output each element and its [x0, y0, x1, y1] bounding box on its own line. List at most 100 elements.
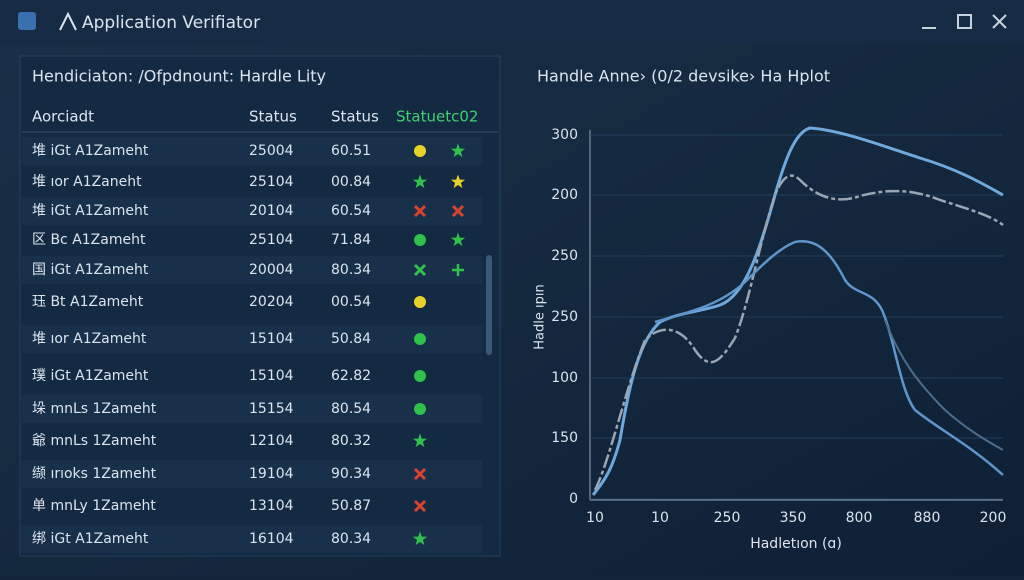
- status-dot: [414, 403, 426, 415]
- table-cell: 50.84: [331, 331, 371, 347]
- status-dot: [414, 333, 426, 345]
- table-cell: 20104: [249, 203, 294, 219]
- table-cell: 璞 iGt A1Zameht: [32, 368, 149, 384]
- status-dot: [414, 145, 426, 157]
- status-cross: [451, 204, 465, 218]
- table-row: [22, 325, 482, 353]
- table-cell: 80.54: [331, 401, 371, 417]
- column-header: Status: [249, 108, 297, 126]
- table-cell: 19104: [249, 466, 294, 482]
- table-cell: 堆 iGt A1Zameht: [32, 203, 149, 219]
- plot: Handle Anne› (0/2 devsike› Ha Hplot Hadl…: [533, 67, 1007, 553]
- table-cell: 堆 iGt A1Zameht: [32, 143, 149, 159]
- table-row: [22, 137, 482, 165]
- table-row: [22, 288, 482, 316]
- table-row: [22, 168, 482, 196]
- x-tick-label: 800: [846, 510, 873, 526]
- x-tick-label: 200: [980, 510, 1007, 526]
- x-tick-label: 10: [651, 510, 669, 526]
- table-cell: 堆 ıor A1Zaneht: [32, 174, 142, 190]
- status-star: [412, 174, 428, 189]
- y-tick-label: 300: [551, 127, 578, 143]
- curve: [593, 174, 1004, 491]
- table-cell: 00.54: [331, 294, 371, 310]
- table-cell: 80.32: [331, 433, 371, 449]
- table-cell: 00.84: [331, 174, 371, 190]
- table-cell: 20204: [249, 294, 294, 310]
- table-cell: 25004: [249, 143, 294, 159]
- table-cell: 60.51: [331, 143, 371, 159]
- table-cell: 绑 iGt A1Zameht: [32, 531, 149, 547]
- status-star: [412, 531, 428, 546]
- curve: [591, 126, 1004, 496]
- column-header: Statuetc02: [396, 108, 478, 126]
- scrollbar[interactable]: [486, 255, 492, 355]
- y-tick-label: 200: [551, 187, 578, 203]
- table-row: [22, 427, 482, 455]
- table-cell: 25104: [249, 174, 294, 190]
- plot-title: Handle Anne› (0/2 devsike› Ha Hplot: [537, 67, 830, 86]
- table-row: [22, 395, 482, 423]
- x-axis-label: Hadletıon (ɑ): [750, 536, 842, 552]
- status-cross: [413, 499, 427, 513]
- table-row: [22, 256, 482, 284]
- table-cell: 12104: [249, 433, 294, 449]
- table-row: [22, 197, 482, 225]
- y-tick-label: 250: [551, 309, 578, 325]
- table-row: [22, 525, 482, 553]
- table-cell: 80.34: [331, 531, 371, 547]
- table-heading: Hendiciaton: /Ofpdnount: Hardle Lity: [32, 67, 326, 86]
- status-dot: [414, 370, 426, 382]
- status-cross: [413, 204, 427, 218]
- table-cell: 90.34: [331, 466, 371, 482]
- x-tick-label: 350: [780, 510, 807, 526]
- close-button[interactable]: [992, 14, 1007, 29]
- table-cell: 15154: [249, 401, 294, 417]
- curve: [654, 240, 1004, 476]
- status-star: [450, 143, 466, 158]
- table-cell: 15104: [249, 331, 294, 347]
- status-star: [412, 433, 428, 448]
- table-cell: 区 Bc A1Zameht: [32, 232, 146, 248]
- table-cell: 16104: [249, 531, 294, 547]
- table-row: [22, 460, 482, 488]
- status-star: [450, 232, 466, 247]
- x-tick-label: 880: [914, 510, 941, 526]
- y-tick-label: 250: [551, 248, 578, 264]
- table-cell: 垛 mnLs 1Zameht: [32, 401, 157, 417]
- table-cell: 珏 Bt A1Zameht: [32, 294, 144, 310]
- status-cross: [413, 467, 427, 481]
- table-cell: 25104: [249, 232, 294, 248]
- column-header: Aorciadt: [32, 108, 94, 126]
- table-row: [22, 492, 482, 520]
- status-star: [450, 174, 466, 189]
- status-cross: [413, 263, 427, 277]
- table-cell: 国 iGt A1Zameht: [32, 262, 149, 278]
- title-bar: [0, 0, 1024, 44]
- y-tick-label: 150: [551, 430, 578, 446]
- maximize-button[interactable]: [957, 14, 972, 29]
- y-axis-label: Hadle ıpın: [533, 284, 548, 349]
- app-icon: [18, 12, 36, 30]
- table-row: [22, 226, 482, 254]
- table-cell: 60.54: [331, 203, 371, 219]
- table-cell: 80.34: [331, 262, 371, 278]
- status-dot: [414, 234, 426, 246]
- table-cell: 15104: [249, 368, 294, 384]
- table-cell: 单 mnLy 1Zameht: [32, 498, 156, 514]
- title-glyph: [59, 11, 77, 31]
- table-cell: 50.87: [331, 498, 371, 514]
- table-cell: 堆 ıor A1Zameht: [32, 331, 147, 347]
- x-tick-label: 10: [586, 510, 604, 526]
- table-cell: 爺 mnLs 1Zameht: [32, 433, 157, 449]
- y-tick-label: 0: [569, 491, 578, 507]
- window-title: Application Verifiator: [82, 13, 260, 33]
- status-dot: [414, 296, 426, 308]
- table-cell: 20004: [249, 262, 294, 278]
- table-cell: 缬 ırıoks 1Zameht: [32, 466, 157, 482]
- status-plus: [452, 264, 464, 276]
- table-cell: 71.84: [331, 232, 371, 248]
- table-row: [22, 362, 482, 390]
- table-cell: 62.82: [331, 368, 371, 384]
